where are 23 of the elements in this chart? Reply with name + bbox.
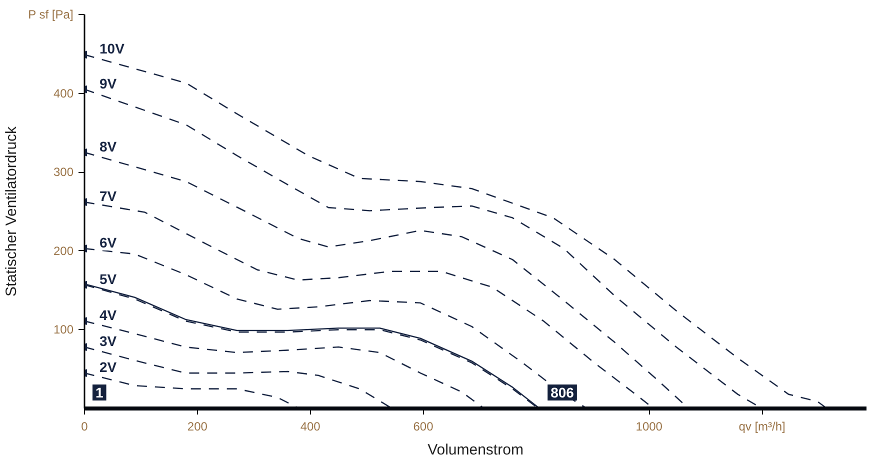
series-label: 9V (100, 75, 118, 92)
x-tick-label: 200 (187, 420, 208, 434)
series-label: 5V (100, 270, 118, 287)
y-tick-label: 200 (53, 244, 74, 258)
series-label: 2V (100, 359, 118, 376)
series-label: 10V (100, 40, 126, 57)
x-tick-label: qv [m³/h] (738, 420, 786, 434)
x-tick-label: 0 (81, 420, 88, 434)
series-label: 6V (100, 234, 118, 251)
y-tick-label: 400 (53, 86, 74, 100)
x-tick-label: 600 (413, 420, 434, 434)
series-label: 3V (100, 333, 118, 350)
y-tick-label: 100 (53, 322, 74, 337)
series-label: 4V (100, 307, 118, 324)
series-label: 7V (100, 188, 118, 204)
y-axis-title: Statischer Ventilatordruck (3, 126, 20, 297)
y-tick-label: P sf [Pa] (28, 8, 74, 22)
annotation: 1 (96, 384, 104, 400)
x-tick-label: 400 (300, 420, 321, 434)
x-tick-label: 1000 (636, 420, 663, 434)
x-axis-title: Volumenstrom (428, 442, 524, 458)
y-tick-label: 300 (53, 165, 74, 180)
series-label: 8V (100, 138, 118, 154)
